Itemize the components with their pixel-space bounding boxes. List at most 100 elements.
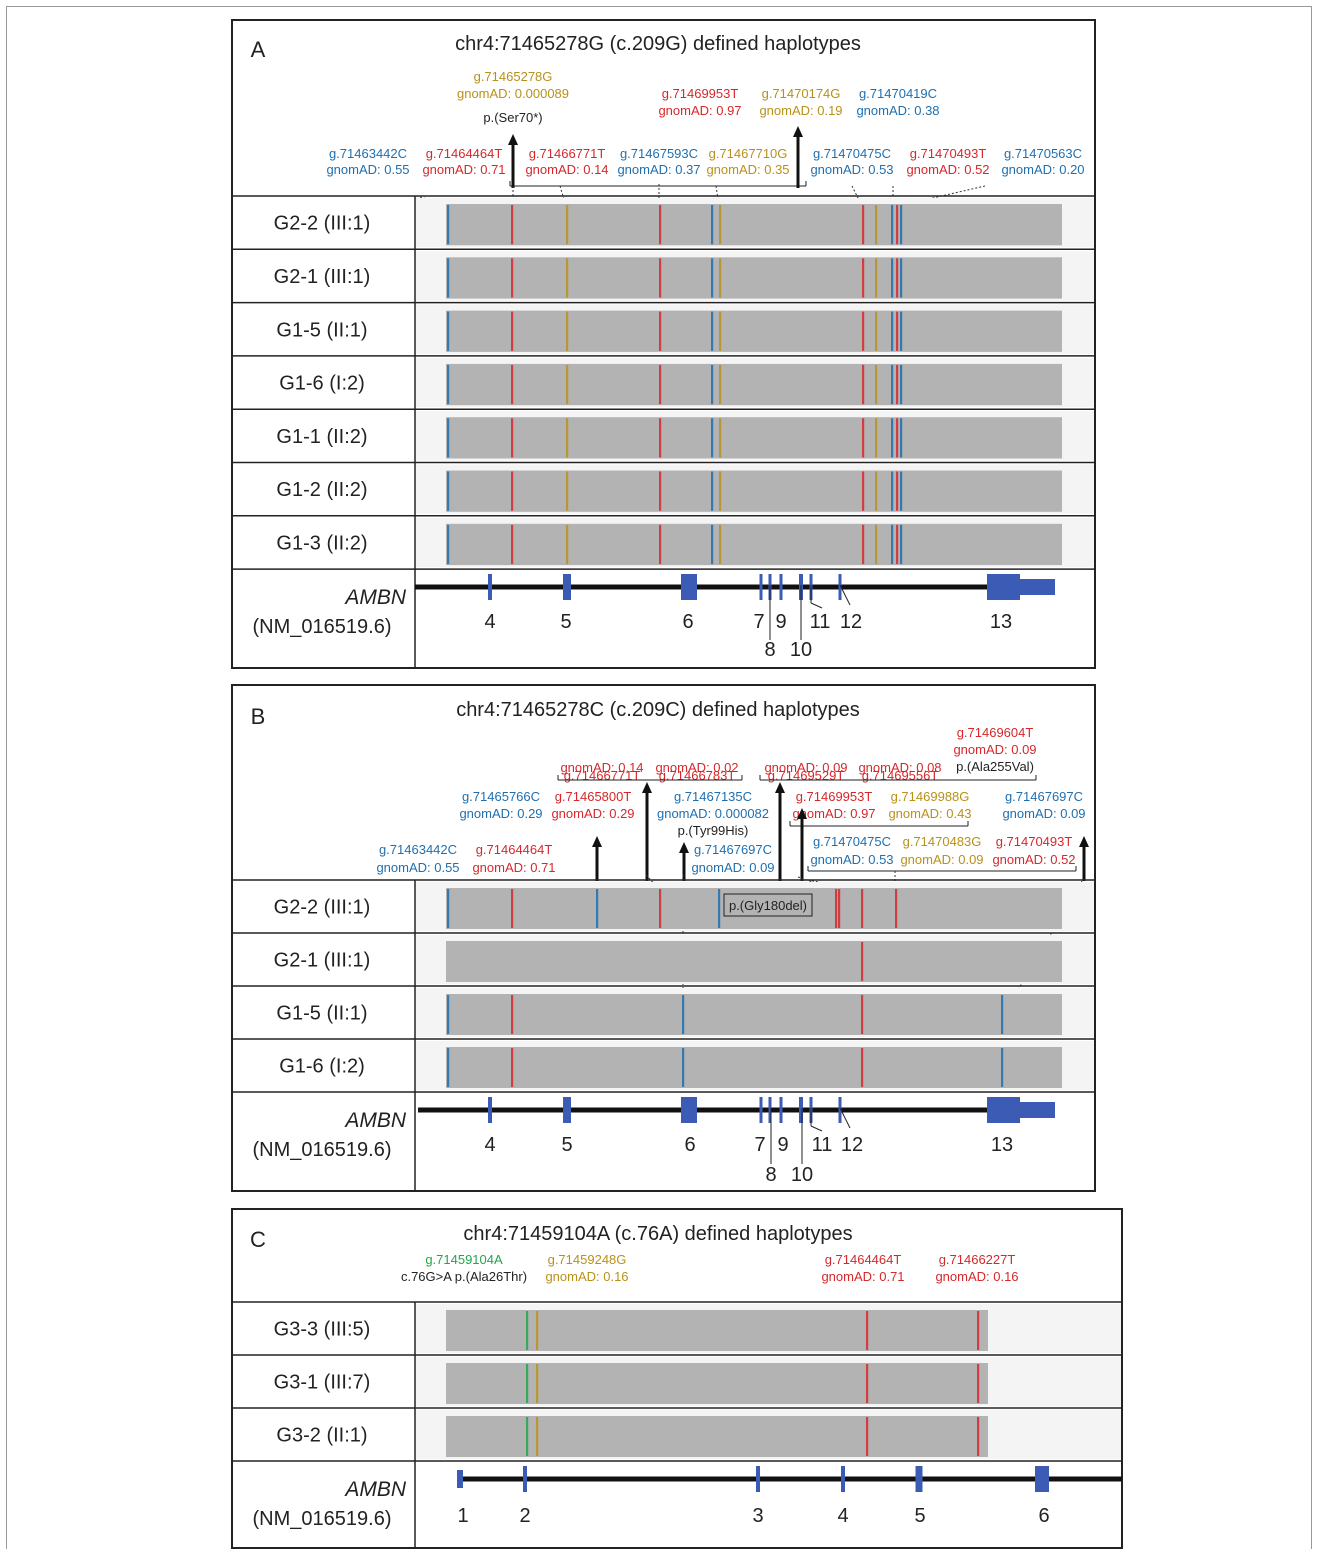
variant-id: g.71466771T: [529, 146, 606, 161]
variant-mark: [1001, 1048, 1004, 1087]
variant-id: g.71467697C: [1005, 789, 1083, 804]
variant-mark: [659, 889, 662, 928]
variant-mark: [719, 524, 722, 565]
sample-row: G1-1 (II:2): [232, 411, 1095, 464]
variant-mark: [711, 311, 714, 351]
variant-mark: [566, 311, 569, 351]
sample-label: G3-2 (II:1): [276, 1425, 367, 1447]
variant-mark: [719, 205, 722, 245]
variant-mark: [511, 364, 514, 405]
variant-mark: [875, 364, 878, 405]
sample-row: G2-1 (III:1): [232, 251, 1095, 304]
variant-id: g.71467697C: [694, 842, 772, 857]
variant-mark: [900, 311, 903, 351]
variant-mark: [896, 471, 899, 511]
exon-block: [563, 574, 571, 600]
variant-mark: [447, 471, 450, 511]
exon-number: 12: [841, 1134, 863, 1156]
exon-block: [779, 574, 783, 600]
exon-block: [987, 1097, 1020, 1123]
variant-mark: [862, 205, 865, 245]
variant-mark: [711, 471, 714, 511]
variant-mark: [447, 418, 450, 458]
variant-mark: [711, 364, 714, 405]
sample-label: G3-1 (III:7): [274, 1372, 371, 1394]
variant-mark: [682, 995, 685, 1034]
arrow-head: [679, 842, 689, 853]
arrow-head: [642, 782, 652, 793]
read-coverage: [446, 994, 1062, 1035]
sample-label: G2-2 (III:1): [274, 213, 371, 235]
variant-mark: [511, 889, 514, 928]
exon-block: [987, 574, 1020, 600]
variant-mark: [447, 258, 450, 298]
panel-title: chr4:71465278C (c.209C) defined haplotyp…: [456, 699, 860, 721]
read-coverage: [446, 888, 1062, 929]
figure-frame: [6, 6, 1312, 1549]
variant-mark: [511, 524, 514, 565]
exon-block: [838, 1097, 842, 1123]
exon-number: 4: [484, 611, 495, 633]
variant-mark: [875, 311, 878, 351]
sample-row: G1-3 (II:2): [232, 517, 1095, 570]
gene-name: AMBN: [343, 1109, 407, 1132]
sample-label: G1-3 (II:2): [276, 532, 367, 554]
gnomad-frequency: gnomAD: 0.20: [1001, 162, 1084, 177]
panel-title: chr4:71459104A (c.76A) defined haplotype…: [463, 1223, 852, 1245]
gnomad-frequency: gnomAD: 0.35: [706, 162, 789, 177]
variant-id: g.71459104A: [425, 1252, 503, 1267]
variant-mark: [536, 1417, 539, 1456]
variant-mark: [838, 889, 841, 928]
exon-number: 10: [790, 639, 812, 661]
variant-id: g.71470493T: [996, 834, 1073, 849]
sample-row: G3-2 (II:1): [232, 1410, 1122, 1462]
gnomad-frequency: gnomAD: 0.29: [459, 806, 542, 821]
variant-mark: [896, 205, 899, 245]
exon-block: [915, 1466, 923, 1492]
sample-label: G3-3 (III:5): [274, 1319, 371, 1341]
variant-mark: [866, 1364, 869, 1403]
variant-id: g.71470419C: [859, 86, 937, 101]
variant-mark: [718, 889, 721, 928]
variant-id: g.71464464T: [825, 1252, 902, 1267]
variant-id: g.71466227T: [939, 1252, 1016, 1267]
gnomad-frequency: gnomAD: 0.71: [422, 162, 505, 177]
variant-id: g.71469604T: [957, 725, 1034, 740]
variant-mark: [891, 311, 894, 351]
variant-mark: [977, 1311, 980, 1350]
variant-id: g.71470475C: [813, 146, 891, 161]
gnomad-frequency: gnomAD: 0.19: [759, 103, 842, 118]
variant-mark: [447, 311, 450, 351]
exon-number: 9: [777, 1134, 788, 1156]
variant-mark: [447, 524, 450, 565]
protein-change: p.(Tyr99His): [678, 823, 749, 838]
exon-number: 4: [484, 1134, 495, 1156]
transcript-id: (NM_016519.6): [253, 1139, 392, 1161]
variant-mark: [835, 889, 838, 928]
variant-mark: [511, 1048, 514, 1087]
variant-id: g.71467710G: [709, 146, 788, 161]
exon-block: [563, 1097, 571, 1123]
variant-mark: [566, 205, 569, 245]
exon-number: 7: [754, 1134, 765, 1156]
exon-leader: [810, 602, 823, 609]
gnomad-frequency: gnomAD: 0.29: [551, 806, 634, 821]
variant-mark: [891, 524, 894, 565]
exon-block: [681, 1097, 697, 1123]
variant-id: g.71464464T: [426, 146, 503, 161]
exon-number: 8: [765, 1164, 776, 1186]
gnomad-frequency: gnomAD: 0.09: [1002, 806, 1085, 821]
variant-mark: [861, 942, 864, 981]
panel-border: [231, 19, 1096, 669]
variant-mark: [711, 205, 714, 245]
variant-mark: [875, 418, 878, 458]
variant-mark: [566, 471, 569, 511]
exon-number: 1: [457, 1505, 468, 1527]
read-coverage: [446, 1047, 1062, 1088]
gnomad-frequency: gnomAD: 0.08: [858, 760, 941, 775]
sample-row: G1-2 (II:2): [232, 464, 1095, 517]
variant-mark: [862, 471, 865, 511]
variant-id: g.71466771T: [564, 768, 641, 783]
variant-id: g.71470483G: [903, 834, 982, 849]
